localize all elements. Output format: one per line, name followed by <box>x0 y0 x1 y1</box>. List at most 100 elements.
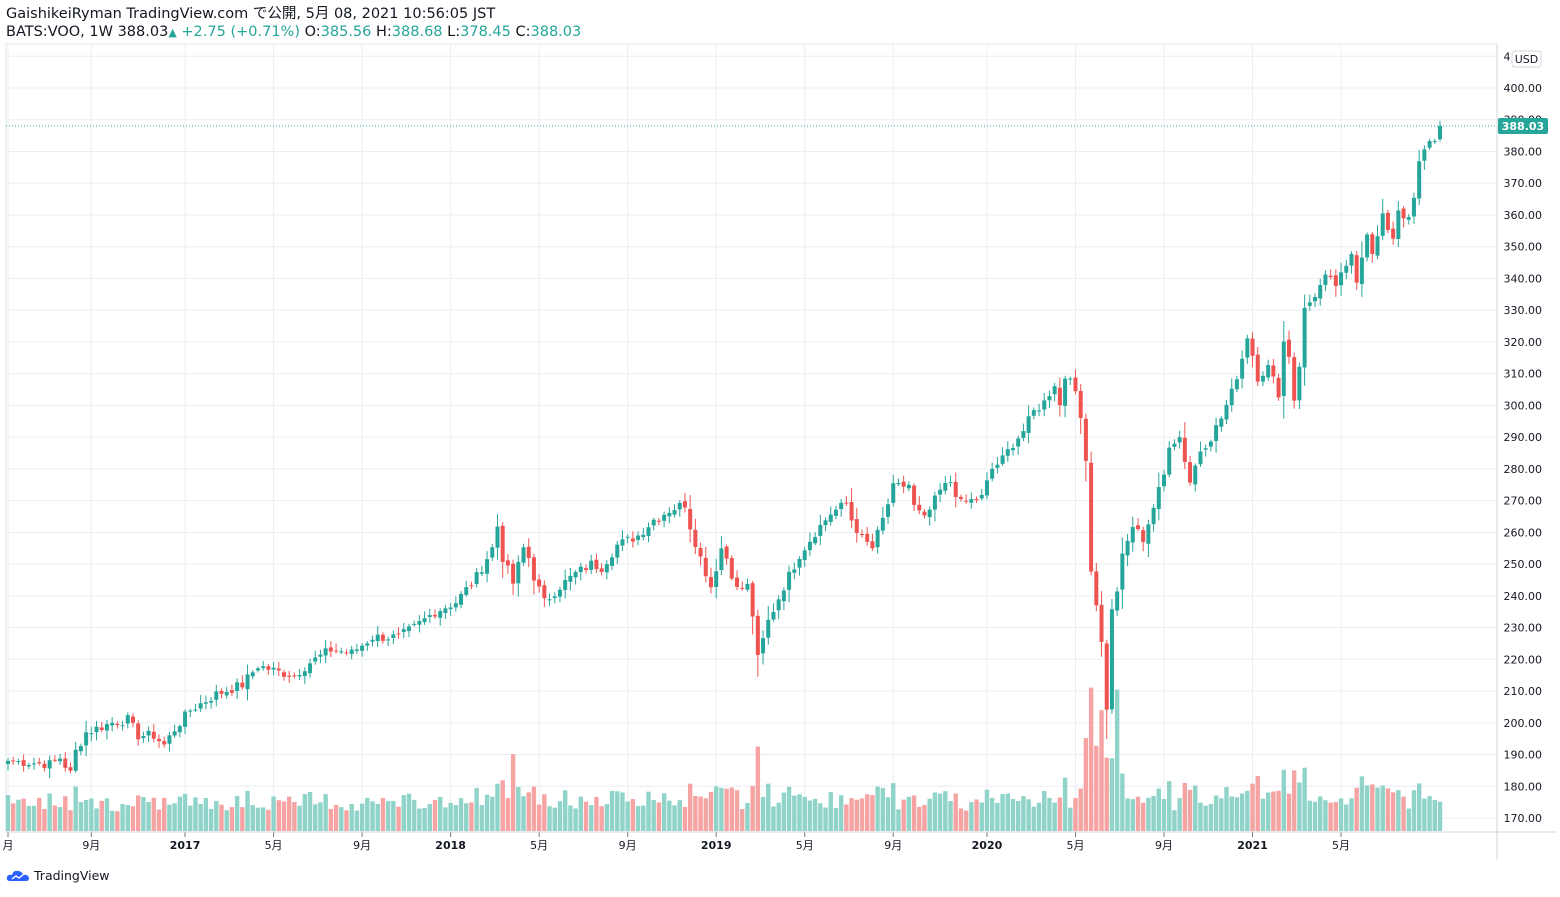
volume-bar <box>963 810 969 831</box>
candle-body <box>261 666 266 669</box>
ohlc-line: BATS:VOO, 1W 388.03▲ +2.75 (+0.71%) O:38… <box>6 24 582 40</box>
candle-body <box>1385 212 1390 230</box>
volume-bar <box>1135 796 1141 831</box>
volume-bar <box>68 810 73 831</box>
candle-body <box>531 557 536 581</box>
volume-bar <box>922 805 927 831</box>
volume-bar <box>1411 790 1417 831</box>
volume-bar <box>505 798 511 831</box>
volume-bar <box>151 797 157 831</box>
candle-body <box>584 568 589 571</box>
volume-bar <box>109 810 115 831</box>
volume-bar <box>1083 738 1089 831</box>
candle-body <box>177 726 182 733</box>
volume-bar <box>1130 799 1135 831</box>
candle-body <box>1271 365 1276 377</box>
candle-body <box>771 611 776 620</box>
x-tick-label: 2017 <box>170 839 201 852</box>
volume-bar <box>630 799 636 831</box>
volume-bar <box>78 802 84 831</box>
candle-body <box>1349 253 1354 266</box>
volume-bar <box>208 808 214 831</box>
volume-bar <box>984 789 990 831</box>
candle-body <box>1188 462 1193 483</box>
volume-bar <box>1291 770 1297 831</box>
candle-body <box>964 500 969 502</box>
volume-bar <box>1271 791 1276 831</box>
candle-body <box>386 639 391 641</box>
candle-body <box>1078 390 1083 418</box>
volume-bar <box>989 797 995 831</box>
candle-body <box>708 577 713 588</box>
candle-body <box>969 499 974 503</box>
candle-body <box>979 494 984 499</box>
candle-body <box>755 615 760 655</box>
candle-body <box>443 608 448 613</box>
volume-bar <box>1302 767 1307 831</box>
volume-bar <box>594 796 599 831</box>
volume-bar <box>52 805 58 831</box>
volume-bar <box>906 796 912 831</box>
volume-bar <box>516 787 521 831</box>
candle-body <box>1089 462 1094 572</box>
candle-body <box>1057 387 1062 406</box>
volume-bar <box>323 794 328 831</box>
candle-body <box>1401 208 1406 219</box>
candle-body <box>432 614 437 617</box>
volume-bar <box>870 795 875 831</box>
candle-body <box>360 645 365 651</box>
volume-bar <box>849 798 854 831</box>
volume-bar <box>927 798 932 831</box>
candle-body <box>37 762 42 764</box>
x-tick-label: 9月 <box>353 839 371 852</box>
candle-body <box>115 723 120 726</box>
volume-bar <box>510 754 516 831</box>
candle-body <box>203 702 208 704</box>
candle-body <box>651 519 656 526</box>
x-tick-label: 5月 <box>1066 839 1084 852</box>
volume-bar <box>536 804 542 831</box>
candle-body <box>896 482 901 485</box>
candle-body <box>1037 410 1042 412</box>
candle-body <box>157 738 162 742</box>
candle-body <box>1297 366 1302 401</box>
volume-bar <box>1276 790 1281 831</box>
volume-bar <box>641 805 646 831</box>
candle-body <box>906 484 911 489</box>
volume-bar <box>37 797 42 831</box>
candle-body <box>693 529 698 547</box>
volume-bar <box>557 801 563 831</box>
volume-bar <box>781 792 787 831</box>
volume-bar <box>1120 773 1125 831</box>
candle-body <box>1115 591 1120 611</box>
candle-body <box>1292 357 1297 401</box>
candle-body <box>438 611 443 618</box>
volume-bar <box>1156 788 1162 831</box>
candle-body <box>745 583 750 590</box>
tradingview-logo[interactable]: TradingView <box>6 868 110 883</box>
volume-bar <box>1026 799 1031 831</box>
volume-bar <box>162 797 167 831</box>
volume-bar <box>120 803 125 831</box>
volume-bar <box>755 746 761 831</box>
candle-body <box>776 599 781 611</box>
y-tick-label: 240.00 <box>1504 590 1543 603</box>
candle-body <box>656 520 661 522</box>
volume-bar <box>292 802 297 831</box>
candle-body <box>1224 404 1229 420</box>
volume-bar <box>385 800 391 831</box>
candle-body <box>792 569 797 573</box>
y-tick-label: 190.00 <box>1504 749 1543 762</box>
x-tick-label: 月 <box>3 839 14 852</box>
volume-bar <box>745 802 750 831</box>
candle-body <box>276 668 281 671</box>
candle-body <box>927 509 932 518</box>
candle-body <box>990 468 995 479</box>
candle-body <box>485 559 490 574</box>
candle-body <box>1151 507 1156 525</box>
volume-bar <box>359 803 365 831</box>
candle-body <box>813 537 818 544</box>
volume-bar <box>1422 798 1427 831</box>
candle-body <box>854 519 859 534</box>
